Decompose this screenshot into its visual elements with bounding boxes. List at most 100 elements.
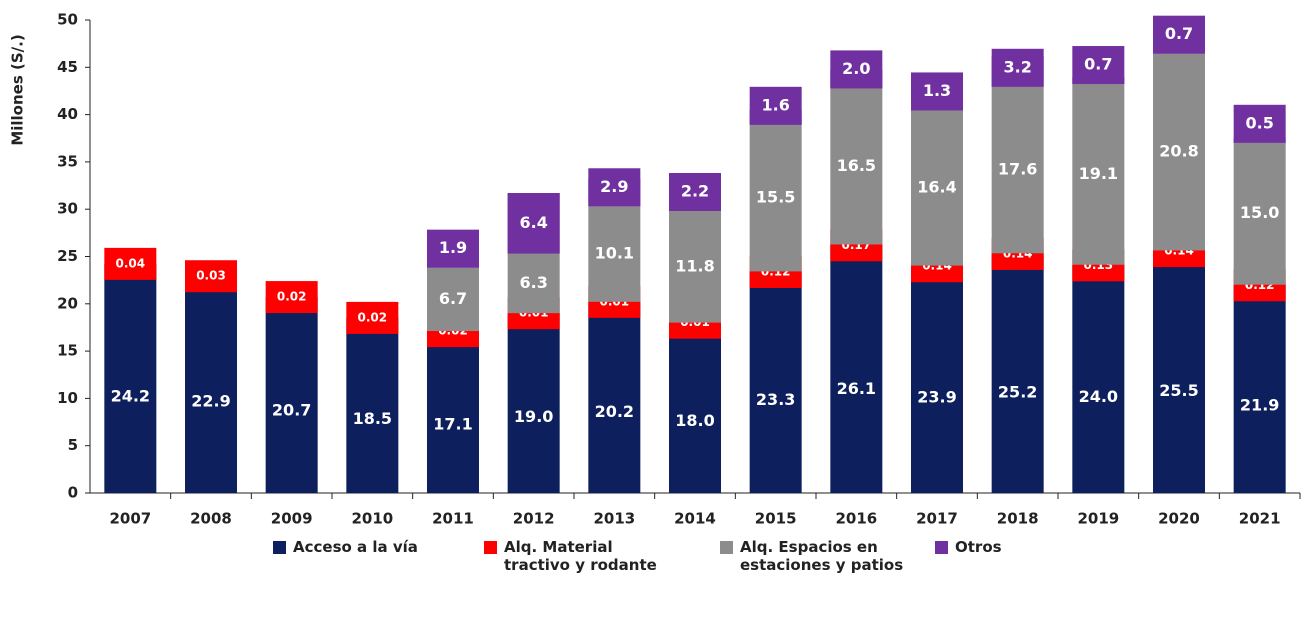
bar-segment <box>830 88 883 245</box>
label-box <box>346 301 399 334</box>
y-axis-label: Millones (S/.) <box>9 34 27 145</box>
value-label: 0.03 <box>196 269 226 283</box>
legend-label: Acceso a la vía <box>293 538 418 556</box>
label-box <box>1233 104 1286 143</box>
y-tick-label: 45 <box>57 58 78 76</box>
label-box <box>104 247 157 280</box>
value-label: 20.7 <box>272 400 311 419</box>
value-label: 17.1 <box>433 415 472 434</box>
legend-label: Alq. Material tractivo y rodante <box>504 538 657 574</box>
bar-segment <box>911 110 963 266</box>
bar-segment <box>1153 53 1205 251</box>
bar-segment <box>185 276 237 493</box>
bar-segment <box>1072 84 1125 265</box>
value-label: 6.7 <box>439 289 467 308</box>
y-tick-label: 40 <box>57 105 78 123</box>
bar-segment <box>588 301 641 493</box>
label-box <box>427 229 479 268</box>
x-tick-label: 2019 <box>1077 510 1119 528</box>
value-label: 1.9 <box>439 238 467 257</box>
value-label: 20.8 <box>1159 142 1198 161</box>
y-tick-label: 5 <box>68 436 78 454</box>
x-tick-label: 2017 <box>916 510 958 528</box>
x-tick-label: 2012 <box>513 510 555 528</box>
value-label: 2.2 <box>681 181 709 200</box>
bar-segment <box>749 272 802 493</box>
bar-segment <box>507 253 560 314</box>
label-box <box>911 72 963 111</box>
legend-swatch <box>935 541 948 554</box>
value-label: 15.5 <box>756 188 795 207</box>
value-label: 19.0 <box>514 407 553 426</box>
value-label: 22.9 <box>191 392 230 411</box>
label-box <box>185 260 237 293</box>
value-label: 21.9 <box>1240 395 1279 414</box>
value-label: 24.0 <box>1079 387 1118 406</box>
bar-segment <box>669 210 721 323</box>
label-box <box>588 168 641 207</box>
value-label: 3.2 <box>1003 57 1031 76</box>
value-label: 18.0 <box>675 411 714 430</box>
x-tick-label: 2014 <box>674 510 716 528</box>
value-label: 2.0 <box>842 59 870 78</box>
value-label: 26.1 <box>837 379 876 398</box>
label-box <box>749 86 802 125</box>
value-label: 23.3 <box>756 390 795 409</box>
legend-swatch <box>484 541 497 554</box>
bar-segment <box>507 313 560 493</box>
bar-segment <box>346 317 399 493</box>
bar-segment <box>830 246 883 493</box>
x-tick-label: 2010 <box>351 510 393 528</box>
label-box <box>669 172 721 211</box>
y-tick-label: 10 <box>57 389 78 407</box>
x-tick-label: 2011 <box>432 510 474 528</box>
value-label: 0.5 <box>1245 113 1273 132</box>
bar-segment <box>588 206 641 302</box>
legend-label: Alq. Espacios en estaciones y patios <box>740 538 904 574</box>
x-tick-label: 2008 <box>190 510 232 528</box>
x-tick-label: 2016 <box>835 510 877 528</box>
bar-segment <box>991 254 1044 493</box>
value-label: 16.4 <box>917 178 956 197</box>
bar-segment <box>1233 142 1286 285</box>
value-label: 0.7 <box>1165 24 1193 43</box>
y-tick-label: 20 <box>57 294 78 312</box>
value-label: 6.3 <box>519 273 547 292</box>
legend-item: Otros <box>935 538 1055 556</box>
chart: Millones (S/.) 0 5 10 15 20 25 30 35 40 45 50 2007 2… <box>9 11 1301 528</box>
value-label: 1.3 <box>923 81 951 100</box>
bar-segment <box>427 267 479 332</box>
bar-segment <box>265 297 318 493</box>
value-label: 0.02 <box>277 290 307 304</box>
bar-segment <box>104 264 157 493</box>
value-label: 1.6 <box>761 95 789 114</box>
legend-swatch <box>720 541 733 554</box>
bar-segment <box>669 322 721 493</box>
legend-item: Acceso a la vía <box>273 538 453 556</box>
value-label: 24.2 <box>111 386 150 405</box>
y-tick-label: 25 <box>57 247 78 265</box>
value-label: 0.04 <box>116 256 146 270</box>
y-tick-label: 0 <box>68 484 78 502</box>
label-box <box>1072 46 1125 85</box>
label-box <box>830 50 883 89</box>
x-tick-label: 2013 <box>593 510 635 528</box>
bar-segment <box>1153 251 1205 493</box>
bar-segment <box>1072 265 1125 493</box>
label-box <box>507 193 560 254</box>
value-label: 15.0 <box>1240 203 1279 222</box>
value-label: 25.2 <box>998 382 1037 401</box>
legend-item: Alq. Espacios en estaciones y patios <box>720 538 915 574</box>
bar-segment <box>749 124 802 272</box>
value-label: 0.7 <box>1084 55 1112 74</box>
x-tick-label: 2009 <box>271 510 313 528</box>
label-box <box>991 48 1044 87</box>
bar-segment <box>911 266 963 493</box>
x-tick-label: 2015 <box>755 510 797 528</box>
label-box <box>1153 15 1205 54</box>
bar-segment <box>1233 285 1286 493</box>
label-box <box>265 281 318 314</box>
value-label: 2.9 <box>600 177 628 196</box>
value-label: 10.1 <box>595 244 634 263</box>
